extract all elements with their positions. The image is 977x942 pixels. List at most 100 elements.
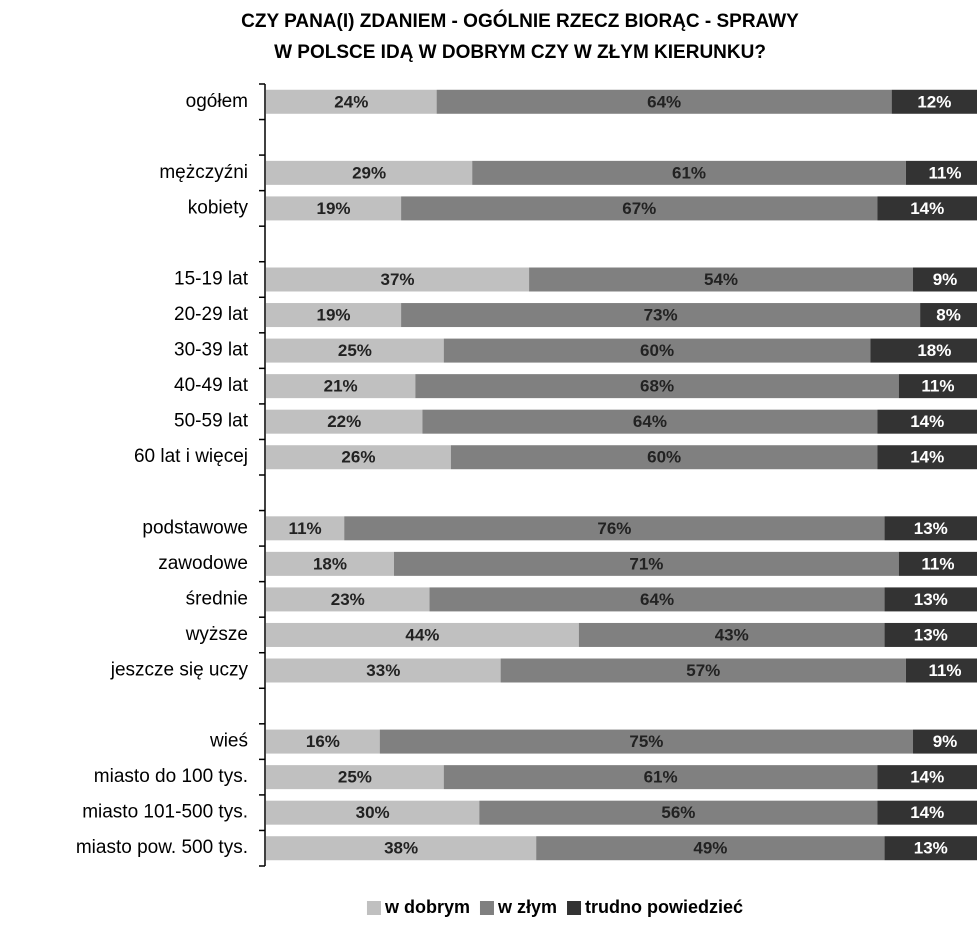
category-label: ogółem bbox=[186, 91, 248, 112]
data-label: 13% bbox=[914, 839, 948, 858]
data-label: 22% bbox=[327, 412, 361, 431]
bar-segment bbox=[905, 658, 977, 683]
bar-segment bbox=[344, 516, 885, 541]
legend-label: trudno powiedzieć bbox=[585, 897, 743, 917]
category-label: miasto pow. 500 tys. bbox=[76, 837, 248, 858]
bar-segment bbox=[266, 836, 537, 861]
data-label: 9% bbox=[933, 732, 958, 751]
bar-segment bbox=[266, 587, 430, 612]
chart-title: CZY PANA(I) ZDANIEM - OGÓLNIE RZECZ BIOR… bbox=[241, 10, 799, 32]
category-label: 60 lat i więcej bbox=[134, 446, 248, 467]
data-label: 43% bbox=[715, 625, 749, 644]
data-label: 8% bbox=[936, 306, 961, 325]
data-label: 13% bbox=[914, 625, 948, 644]
bar-segment bbox=[877, 800, 977, 825]
bar-segment bbox=[393, 551, 899, 576]
bar-segment bbox=[905, 160, 977, 185]
data-label: 61% bbox=[644, 768, 678, 787]
category-label: wyższe bbox=[185, 624, 248, 645]
bar-segment bbox=[884, 836, 977, 861]
bar-segment bbox=[266, 196, 402, 221]
bar-segment bbox=[877, 765, 977, 790]
data-label: 21% bbox=[324, 377, 358, 396]
bar-segment bbox=[422, 409, 878, 434]
data-label: 18% bbox=[313, 554, 347, 573]
category-label: kobiety bbox=[188, 197, 249, 218]
data-label: 30% bbox=[356, 803, 390, 822]
data-label: 11% bbox=[921, 377, 954, 396]
data-label: 49% bbox=[693, 839, 727, 858]
bar-segment bbox=[472, 160, 906, 185]
bar-segment bbox=[266, 303, 402, 328]
bar-segment bbox=[898, 374, 977, 399]
chart-title: W POLSCE IDĄ W DOBRYM CZY W ZŁYM KIERUNK… bbox=[274, 42, 766, 63]
legend-swatch bbox=[366, 901, 381, 915]
category-label: podstawowe bbox=[142, 517, 248, 538]
bar-segment bbox=[429, 587, 885, 612]
data-label: 16% bbox=[306, 732, 340, 751]
bar-segment bbox=[529, 267, 914, 292]
data-label: 71% bbox=[629, 554, 663, 573]
data-label: 33% bbox=[366, 661, 400, 680]
data-label: 24% bbox=[334, 92, 368, 111]
bar-segment bbox=[913, 267, 977, 292]
data-label: 9% bbox=[933, 270, 958, 289]
bar-segment bbox=[266, 374, 416, 399]
bar-segment bbox=[266, 658, 501, 683]
data-label: 60% bbox=[640, 341, 674, 360]
legend-swatch bbox=[567, 901, 582, 915]
category-label: jeszcze się uczy bbox=[110, 660, 249, 681]
bar-segment bbox=[877, 196, 977, 221]
data-label: 14% bbox=[910, 803, 944, 822]
bar-segment bbox=[443, 765, 878, 790]
bar-segment bbox=[450, 445, 878, 470]
bar-segment bbox=[884, 516, 977, 541]
legend-label: w dobrym bbox=[384, 897, 470, 917]
bar-segment bbox=[266, 622, 579, 647]
data-label: 75% bbox=[629, 732, 663, 751]
bar-segment bbox=[913, 729, 977, 754]
bar-segment bbox=[266, 267, 530, 292]
category-label: średnie bbox=[186, 588, 248, 609]
data-label: 76% bbox=[597, 519, 631, 538]
bar-segment bbox=[379, 729, 914, 754]
data-label: 11% bbox=[921, 554, 954, 573]
data-label: 56% bbox=[661, 803, 695, 822]
category-label: 20-29 lat bbox=[174, 304, 249, 325]
bar-segment bbox=[536, 836, 885, 861]
category-label: 30-39 lat bbox=[174, 340, 249, 361]
bar-segment bbox=[877, 445, 977, 470]
data-label: 12% bbox=[917, 92, 951, 111]
bar-segment bbox=[870, 338, 977, 363]
bar-segment bbox=[578, 622, 885, 647]
bar-segment bbox=[500, 658, 906, 683]
data-label: 26% bbox=[341, 448, 375, 467]
category-label: zawodowe bbox=[158, 553, 248, 574]
data-label: 11% bbox=[928, 163, 961, 182]
data-label: 25% bbox=[338, 341, 372, 360]
bar-segment bbox=[266, 409, 423, 434]
category-label: miasto do 100 tys. bbox=[94, 766, 248, 787]
bar-segment bbox=[266, 89, 437, 114]
data-label: 67% bbox=[622, 199, 656, 218]
bar-segment bbox=[436, 89, 892, 114]
bar-segment bbox=[479, 800, 878, 825]
data-label: 13% bbox=[914, 519, 948, 538]
bar-segment bbox=[266, 551, 394, 576]
category-label: miasto 101-500 tys. bbox=[82, 802, 248, 823]
data-label: 11% bbox=[289, 519, 322, 538]
bar-segment bbox=[401, 196, 878, 221]
legend-label: w złym bbox=[497, 897, 557, 917]
bar-segment bbox=[266, 338, 444, 363]
bar-segment bbox=[920, 303, 977, 328]
category-label: 15-19 lat bbox=[174, 269, 249, 290]
data-label: 13% bbox=[914, 590, 948, 609]
bar-segment bbox=[898, 551, 977, 576]
bar-segment bbox=[884, 622, 977, 647]
data-label: 19% bbox=[317, 306, 351, 325]
data-label: 14% bbox=[910, 199, 944, 218]
data-label: 44% bbox=[405, 625, 439, 644]
data-label: 37% bbox=[381, 270, 415, 289]
data-label: 54% bbox=[704, 270, 738, 289]
data-label: 29% bbox=[352, 163, 386, 182]
